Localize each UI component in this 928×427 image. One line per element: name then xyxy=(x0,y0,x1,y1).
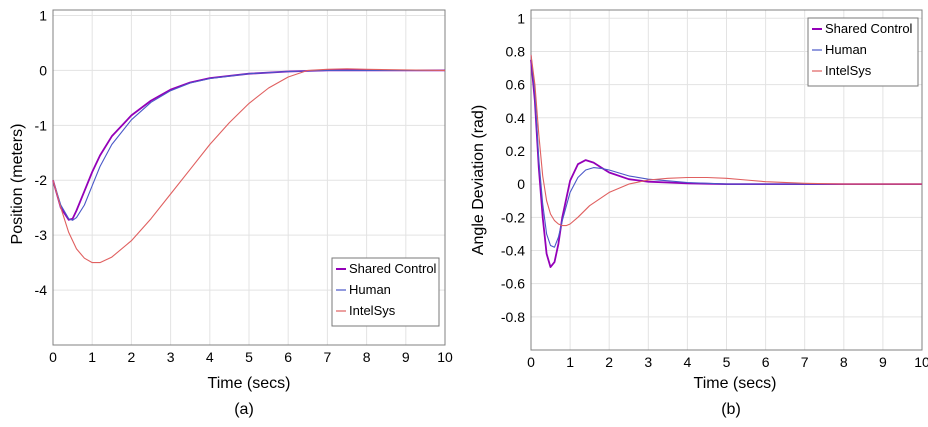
chart-a-x-tick-label: 9 xyxy=(402,349,410,365)
chart-b-y-tick-label: 0.6 xyxy=(506,77,526,93)
chart-a-series-human-line xyxy=(52,69,445,221)
chart-b-x-tick-label: 7 xyxy=(801,354,809,370)
chart-b-y-axis-label: Angle Deviation (rad) xyxy=(470,105,487,255)
chart-b-x-tick-label: 1 xyxy=(566,354,574,370)
chart-a-series-intelsys-line xyxy=(52,68,446,264)
chart-b-x-tick-label: 2 xyxy=(605,354,613,370)
chart-a-y-axis-label: Position (meters) xyxy=(9,124,26,245)
chart-a-x-tick-label: 1 xyxy=(88,349,96,365)
chart-b-series-lines xyxy=(530,54,922,269)
chart-a-y-tick-label: -1 xyxy=(35,117,48,133)
chart-b-series-human-line xyxy=(530,54,922,248)
chart-a-x-tick-label: 5 xyxy=(245,349,253,365)
chart-b-legend: Shared Control Human IntelSys xyxy=(807,17,919,87)
chart-a-legend-label-shared: Shared Control xyxy=(349,261,437,276)
chart-b-x-tick-label: 8 xyxy=(840,354,848,370)
chart-a-x-tick-label: 4 xyxy=(206,349,214,365)
chart-a-position: 0 1 2 3 4 5 6 7 8 9 10 10-1-2-3-4 Time (secs) Posi… xyxy=(9,7,453,418)
chart-b-plot-frame xyxy=(530,9,923,351)
chart-a-series-lines xyxy=(52,68,446,264)
chart-b-y-tick-label: 0 xyxy=(517,176,525,192)
chart-a-y-tick-label: 0 xyxy=(39,62,47,78)
chart-a-plot-frame xyxy=(52,9,446,346)
chart-b-x-tick-label: 9 xyxy=(879,354,887,370)
chart-b-angle: 0 1 2 3 4 5 6 7 8 9 10 1 0.8 0.6 0.4 0.2 0 -0.2 -0.4 -0.6 -… xyxy=(470,9,928,418)
chart-a-y-tick-label: -4 xyxy=(35,282,48,298)
chart-b-x-axis-label: Time (secs) xyxy=(694,375,777,392)
chart-b-y-tick-label: -0.8 xyxy=(501,309,525,325)
chart-b-x-tick-labels: 0 1 2 3 4 5 6 7 8 9 10 xyxy=(527,354,928,370)
chart-b-x-tick-label: 5 xyxy=(723,354,731,370)
chart-a-y-tick-labels: 1 0 -1 -2 -3 -4 xyxy=(35,7,48,298)
chart-b-y-tick-label: -0.2 xyxy=(501,209,525,225)
chart-b-y-tick-label: -0.6 xyxy=(501,276,525,292)
chart-a-caption: (a) xyxy=(234,401,254,418)
chart-a-legend-box xyxy=(331,257,440,327)
chart-a-x-tick-label: 7 xyxy=(324,349,332,365)
chart-a-x-tick-label: 8 xyxy=(363,349,371,365)
chart-a-x-tick-label: 0 xyxy=(49,349,57,365)
chart-b-legend-box xyxy=(807,17,919,87)
chart-b-legend-label-shared: Shared Control xyxy=(825,21,913,36)
chart-b-x-tick-label: 0 xyxy=(527,354,535,370)
chart-b-y-tick-labels: 1 0.8 0.6 0.4 0.2 0 -0.2 -0.4 -0.6 -0.8 xyxy=(501,10,525,325)
chart-a-x-tick-label: 3 xyxy=(167,349,175,365)
chart-b-y-tick-label: -0.4 xyxy=(501,242,525,258)
chart-a-y-tick-label: -2 xyxy=(35,172,48,188)
chart-a-x-tick-label: 10 xyxy=(437,349,453,365)
chart-b-legend-label-human: Human xyxy=(825,42,867,57)
chart-b-caption: (b) xyxy=(721,401,741,418)
chart-a-y-tick-label: -3 xyxy=(35,227,48,243)
chart-b-y-tick-label: 0.8 xyxy=(506,43,526,59)
chart-a-legend: Shared Control Human IntelSys xyxy=(331,257,440,327)
chart-b-x-tick-label: 10 xyxy=(914,354,928,370)
chart-b-x-tick-label: 6 xyxy=(762,354,770,370)
chart-b-legend-label-intelsys: IntelSys xyxy=(825,63,872,78)
chart-a-y-tick-label: 1 xyxy=(39,7,47,23)
chart-b-y-tick-label: 0.2 xyxy=(506,143,526,159)
chart-b-series-intelsys-line xyxy=(530,54,922,227)
chart-a-legend-label-intelsys: IntelSys xyxy=(349,303,396,318)
chart-a-x-tick-label: 6 xyxy=(284,349,292,365)
chart-a-x-tick-labels: 0 1 2 3 4 5 6 7 8 9 10 xyxy=(49,349,453,365)
chart-a-x-axis-label: Time (secs) xyxy=(208,375,291,392)
chart-b-y-tick-label: 0.4 xyxy=(506,110,526,126)
chart-a-legend-label-human: Human xyxy=(349,282,391,297)
chart-b-y-tick-label: 1 xyxy=(517,10,525,26)
chart-b-x-tick-label: 4 xyxy=(684,354,692,370)
chart-b-x-tick-label: 3 xyxy=(644,354,652,370)
chart-a-x-tick-label: 2 xyxy=(128,349,136,365)
